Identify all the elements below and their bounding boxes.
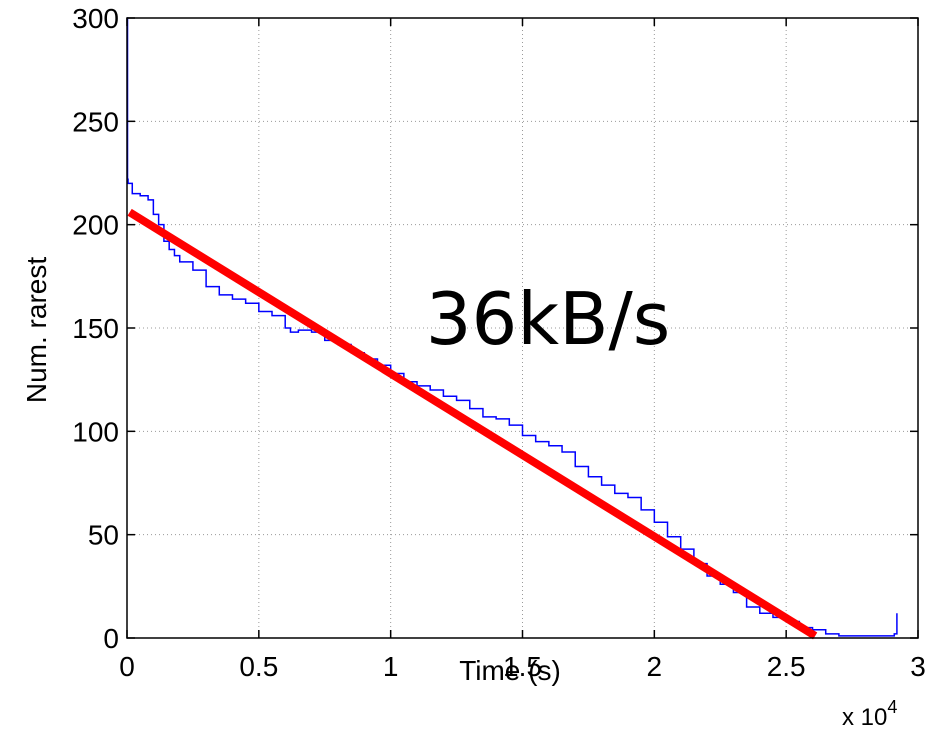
y-tick-label: 50 <box>88 520 119 551</box>
data-series-line <box>126 17 898 637</box>
x-axis-label: Time (s) <box>459 655 561 686</box>
x-multiplier-exponent: 4 <box>887 697 897 717</box>
y-tick-label: 200 <box>72 210 119 241</box>
x-tick-label: 3 <box>910 651 926 682</box>
rate-annotation: 36kB/s <box>426 277 670 361</box>
tick-labels: 0 0.5 1 1.5 2 2.5 3 0 50 100 150 200 250 300 <box>72 3 926 682</box>
x-tick-label: 1 <box>383 651 399 682</box>
y-axis-label: Num. rarest <box>21 257 52 403</box>
series-group <box>126 17 898 640</box>
x-tick-label: 2 <box>647 651 663 682</box>
y-tick-label: 100 <box>72 416 119 447</box>
x-tick-label: 0.5 <box>239 651 278 682</box>
x-multiplier-base: x 10 <box>842 704 887 731</box>
x-tick-label: 1.5 <box>503 651 542 682</box>
fit-line <box>127 208 818 640</box>
y-tick-label: 150 <box>72 313 119 344</box>
y-tick-label: 300 <box>72 3 119 34</box>
x-tick-label: 0 <box>119 651 135 682</box>
x-multiplier: x 104 <box>842 697 897 731</box>
y-tick-label: 250 <box>72 106 119 137</box>
y-tick-label: 0 <box>103 623 119 654</box>
x-tick-label: 2.5 <box>767 651 806 682</box>
tick-marks <box>126 17 919 639</box>
